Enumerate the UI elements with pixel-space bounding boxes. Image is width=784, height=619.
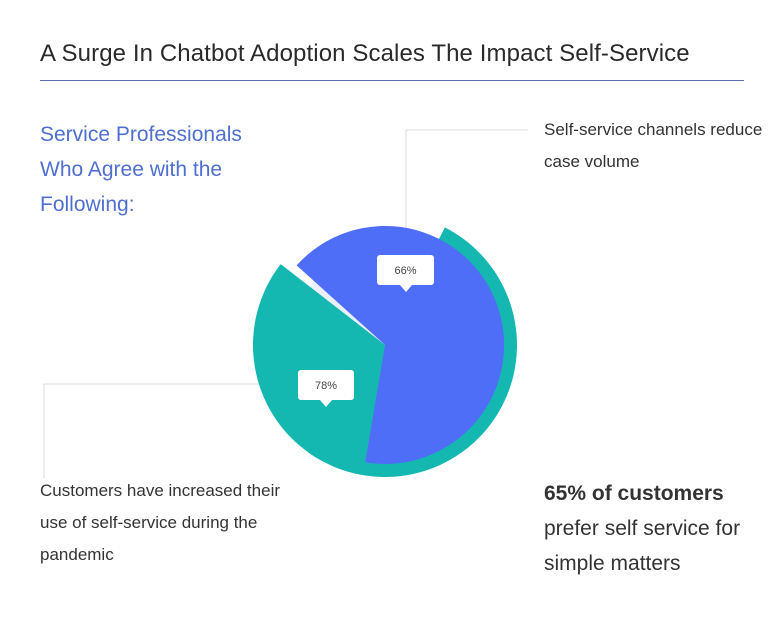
- data-label-66-text: 66%: [394, 265, 416, 277]
- data-label-66: 66%: [377, 255, 434, 292]
- leader-line-78: [43, 383, 300, 478]
- pie-slice-66: [296, 225, 505, 464]
- data-label-78-text: 78%: [315, 380, 337, 392]
- title-divider: [40, 80, 744, 81]
- callout-self-service-channels: Self-service channels reduce case volume: [544, 120, 763, 171]
- leader-line-66: [405, 129, 528, 262]
- page-title: A Surge In Chatbot Adoption Scales The I…: [40, 40, 690, 67]
- data-label-78: 78%: [298, 370, 354, 407]
- stat-headline: 65% of customers: [544, 482, 724, 505]
- chart-subtitle: Service Professionals Who Agree with the…: [40, 123, 242, 216]
- stat-description: prefer self service for simple matters: [544, 517, 741, 575]
- callout-customers-increased: Customers have increased their use of se…: [40, 481, 281, 564]
- stat-block: 65% of customers prefer self service for…: [544, 476, 764, 581]
